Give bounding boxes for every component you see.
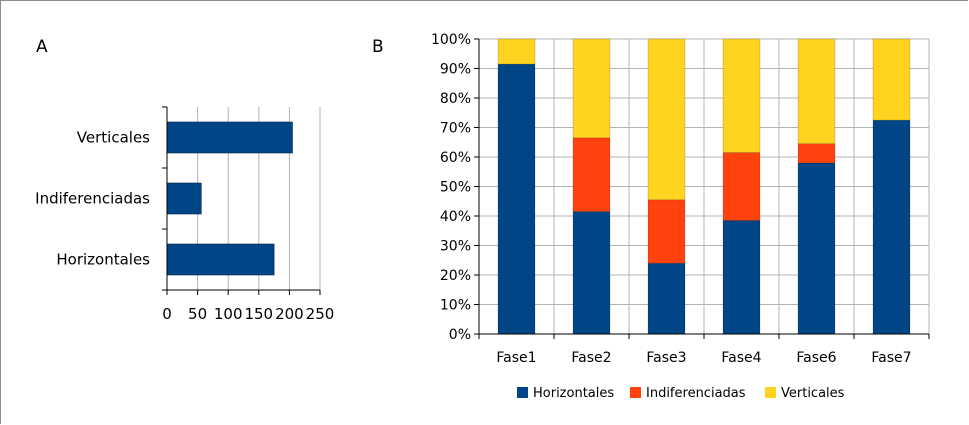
panel-b-bar-fase4-verticales: [722, 38, 761, 153]
panel-a-label: A: [36, 37, 48, 57]
panel-a-axes: [162, 106, 321, 295]
panel-b-legend-label-indiferenciadas: Indiferenciadas: [646, 386, 746, 401]
panel-a-x-tick-label-2: 100: [214, 305, 243, 323]
panel-b-y-tick-label-10: 100%: [431, 32, 471, 48]
panel-b-category-label-fase2: Fase2: [571, 350, 611, 366]
panel-b-category-label-fase4: Fase4: [721, 350, 761, 366]
panel-b-bar-fase6-horizontales: [797, 162, 836, 335]
panel-b-bar-fase6-verticales: [797, 38, 836, 145]
panel-a-bar-indiferenciadas: [166, 182, 202, 215]
panel-b-y-tick-label-8: 80%: [440, 91, 471, 107]
panel-b-y-tick-label-6: 60%: [440, 150, 471, 166]
panel-b-y-tick-label-0: 0%: [449, 327, 471, 343]
panel-b-bars: [497, 38, 911, 335]
panel-b-y-tick-label-5: 50%: [440, 180, 471, 196]
panel-a: A 0 50 100 150 200 250 Verticales Indiferencia…: [35, 37, 334, 323]
panel-b-y-tick-label-9: 90%: [440, 62, 471, 78]
panel-b-legend-swatch-verticales: [765, 387, 776, 398]
panel-b-bar-fase3-verticales: [647, 38, 686, 201]
panel-b-category-labels: Fase1 Fase2 Fase3 Fase4 Fase6 Fase7: [496, 350, 911, 366]
panel-b-axes: [474, 38, 930, 339]
panel-b-y-tick-labels: 0% 10% 20% 30% 40% 50% 60% 70% 80% 90% 100%: [431, 32, 471, 343]
panel-a-x-tick-labels: 0 50 100 150 200 250: [162, 305, 334, 323]
panel-a-bar-verticales: [166, 121, 293, 154]
panel-b-legend: Horizontales Indiferenciadas Verticales: [517, 386, 845, 401]
panel-b-legend-label-verticales: Verticales: [781, 386, 845, 401]
panel-b-category-label-fase1: Fase1: [496, 350, 536, 366]
panel-a-category-labels: Verticales Indiferenciadas Horizontales: [35, 129, 150, 269]
panel-a-x-tick-label-5: 250: [306, 305, 335, 323]
panel-b-bar-fase2-verticales: [572, 38, 611, 139]
panel-b-bar-fase3-indiferenciadas: [647, 199, 686, 264]
panel-b-y-tick-label-2: 20%: [440, 268, 471, 284]
panel-a-category-label-verticales: Verticales: [77, 129, 150, 147]
panel-b: B 0% 10% 20% 30% 40% 50% 60% 70% 80% 90% 100% Fase…: [372, 32, 930, 401]
panel-b-category-label-fase7: Fase7: [871, 350, 911, 366]
panel-b-bar-fase4-horizontales: [722, 220, 761, 335]
panel-a-x-tick-label-1: 50: [188, 305, 207, 323]
panel-b-bar-fase1-horizontales: [497, 63, 536, 335]
panel-b-bar-fase1-verticales: [497, 38, 536, 65]
panel-b-bar-fase3-horizontales: [647, 262, 686, 335]
panel-b-y-tick-label-4: 40%: [440, 209, 471, 225]
panel-b-bar-fase2-horizontales: [572, 211, 611, 335]
panel-b-label: B: [372, 37, 384, 57]
panel-b-category-label-fase6: Fase6: [796, 350, 836, 366]
panel-b-y-tick-label-3: 30%: [440, 239, 471, 255]
panel-b-bar-fase7-verticales: [872, 38, 911, 121]
panel-b-y-tick-label-1: 10%: [440, 298, 471, 314]
panel-a-x-tick-label-4: 200: [275, 305, 304, 323]
panel-b-gridlines: [479, 38, 930, 335]
panel-a-category-label-indiferenciadas: Indiferenciadas: [35, 190, 150, 208]
panel-b-bar-fase2-indiferenciadas: [572, 137, 611, 212]
panel-b-bar-fase4-indiferenciadas: [722, 152, 761, 221]
panel-b-y-tick-label-7: 70%: [440, 121, 471, 137]
panel-b-legend-swatch-indiferenciadas: [630, 387, 641, 398]
panel-b-category-label-fase3: Fase3: [646, 350, 686, 366]
panel-a-bar-horizontales: [166, 243, 275, 276]
panel-b-bar-fase7-horizontales: [872, 119, 911, 335]
panel-a-x-tick-label-0: 0: [162, 305, 172, 323]
panel-a-category-label-horizontales: Horizontales: [56, 251, 150, 269]
panel-a-bars: [166, 121, 293, 276]
panel-b-bar-fase6-indiferenciadas: [797, 143, 836, 164]
panel-b-legend-label-horizontales: Horizontales: [533, 386, 614, 401]
panel-b-legend-swatch-horizontales: [517, 387, 528, 398]
panel-a-x-tick-label-3: 150: [244, 305, 273, 323]
